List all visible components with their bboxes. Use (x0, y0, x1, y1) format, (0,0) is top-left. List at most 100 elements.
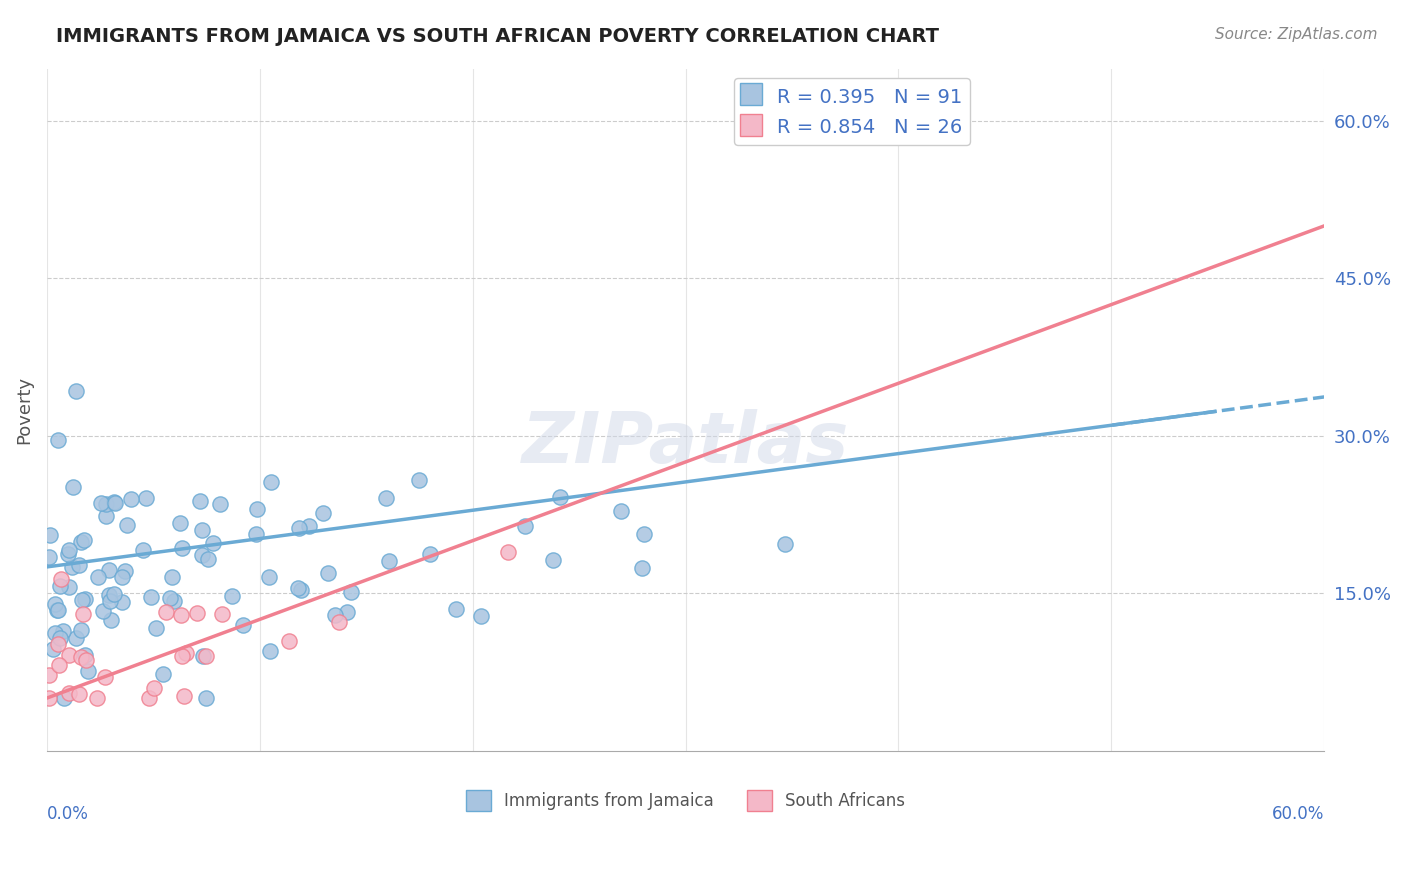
Text: ZIPatlas: ZIPatlas (522, 409, 849, 478)
Point (513, 519, 536, 533)
Point (104, 496, 127, 510)
Point (120, 492, 142, 507)
Point (139, 590, 162, 604)
Point (245, 502, 267, 516)
Point (408, 473, 430, 487)
Point (630, 561, 652, 575)
Point (444, 602, 467, 616)
Point (46, 434, 69, 448)
Point (72, 607, 94, 621)
Point (232, 618, 254, 632)
Point (543, 552, 565, 566)
Point (170, 649, 193, 664)
Point (58, 686, 80, 700)
Point (73, 592, 96, 607)
Point (160, 569, 183, 583)
Point (162, 594, 184, 608)
Point (46, 637, 69, 651)
Point (94, 670, 117, 684)
Point (114, 564, 136, 578)
Point (260, 475, 283, 489)
Point (111, 595, 134, 609)
Point (103, 587, 125, 601)
Point (70, 592, 93, 607)
Point (42, 642, 65, 657)
Point (73, 648, 96, 662)
Point (259, 644, 281, 658)
Point (169, 516, 191, 530)
Point (170, 607, 193, 622)
Point (610, 504, 633, 518)
Point (316, 566, 339, 580)
Point (49, 631, 72, 645)
Point (195, 691, 218, 706)
Point (75, 653, 97, 667)
Point (221, 590, 243, 604)
Point (194, 649, 217, 664)
Point (39, 528, 62, 542)
Point (94, 496, 117, 510)
Point (145, 621, 167, 635)
Point (67, 687, 90, 701)
Point (257, 570, 280, 584)
Point (65, 632, 87, 646)
Point (312, 506, 335, 520)
Point (38, 549, 60, 564)
Text: 0.0%: 0.0% (46, 805, 89, 823)
Point (340, 584, 363, 599)
Point (186, 606, 208, 620)
Point (773, 536, 796, 550)
Point (298, 518, 321, 533)
Point (143, 681, 166, 695)
Point (138, 691, 160, 706)
Point (100, 613, 122, 627)
Point (91, 604, 114, 618)
Point (188, 493, 211, 508)
Point (97, 563, 120, 577)
Point (288, 521, 311, 535)
Text: Source: ZipAtlas.com: Source: ZipAtlas.com (1215, 27, 1378, 42)
Point (70, 624, 93, 638)
Point (58, 580, 80, 594)
Point (245, 526, 267, 541)
Point (159, 591, 181, 606)
Text: 60.0%: 60.0% (1272, 805, 1324, 823)
Point (46, 603, 69, 617)
Point (378, 554, 401, 568)
Y-axis label: Poverty: Poverty (15, 376, 32, 443)
Point (46, 603, 69, 617)
Point (290, 582, 312, 597)
Point (374, 491, 396, 505)
Point (191, 548, 214, 562)
Point (58, 648, 80, 662)
Point (52, 624, 75, 639)
Point (135, 491, 157, 505)
Point (202, 535, 225, 549)
Point (132, 543, 155, 558)
Point (67, 558, 90, 573)
Point (197, 551, 219, 566)
Point (65, 384, 87, 398)
Point (86, 691, 108, 706)
Point (87, 570, 110, 584)
Point (73, 533, 96, 547)
Point (98, 594, 121, 608)
Point (633, 527, 655, 541)
Point (287, 581, 309, 595)
Point (56, 547, 79, 561)
Point (323, 608, 346, 623)
Point (70, 649, 93, 664)
Point (208, 497, 231, 511)
Point (211, 607, 233, 621)
Point (103, 495, 125, 509)
Point (97, 588, 120, 602)
Legend: R = 0.395   N = 91, R = 0.854   N = 26: R = 0.395 N = 91, R = 0.854 N = 26 (734, 78, 970, 145)
Point (62, 560, 84, 574)
Point (49, 579, 72, 593)
Point (174, 646, 197, 660)
Point (49, 572, 72, 586)
Point (548, 490, 571, 504)
Point (498, 545, 520, 559)
Point (155, 605, 177, 619)
Point (58, 543, 80, 558)
